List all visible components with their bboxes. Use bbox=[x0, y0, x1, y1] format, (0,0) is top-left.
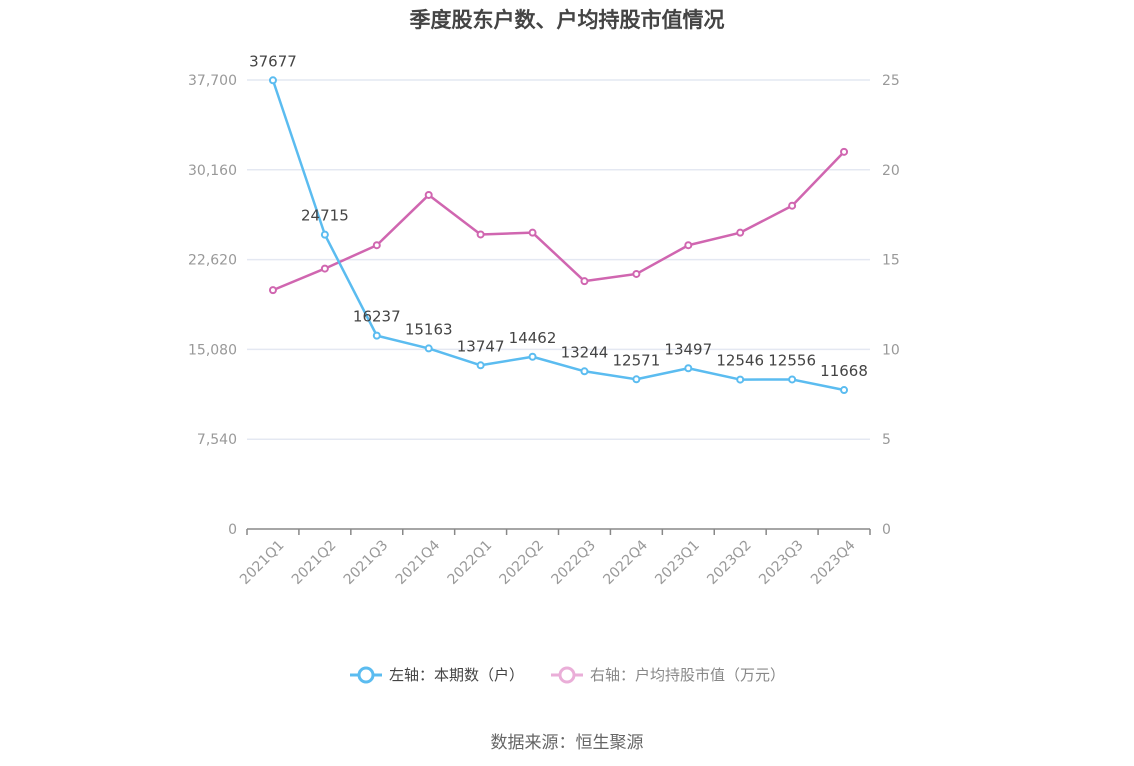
left-series-point bbox=[580, 367, 589, 376]
x-axis-tick-label: 2021Q4 bbox=[393, 537, 444, 588]
right-series-point bbox=[372, 241, 381, 250]
left-series-line bbox=[271, 79, 845, 392]
left-series-point bbox=[476, 361, 485, 370]
left-series-point bbox=[736, 375, 745, 384]
left-series-data-label: 12546 bbox=[716, 352, 764, 370]
right-series-point bbox=[684, 241, 693, 250]
left-series-point bbox=[424, 344, 433, 353]
right-axis-tick-label: 25 bbox=[882, 73, 900, 89]
x-axis-tick-label: 2023Q2 bbox=[704, 537, 755, 588]
right-series-point bbox=[528, 228, 537, 237]
left-series-data-label: 16237 bbox=[353, 308, 401, 326]
right-series-line bbox=[272, 150, 845, 292]
left-series-point bbox=[320, 230, 329, 239]
left-series-point bbox=[840, 386, 849, 395]
left-series-data-label: 13747 bbox=[457, 337, 505, 355]
legend-item-right-series[interactable]: 右轴：户均持股市值（万元） bbox=[550, 664, 785, 685]
left-series-point bbox=[372, 331, 381, 340]
left-series-point bbox=[632, 375, 641, 384]
right-axis-tick-label: 10 bbox=[882, 342, 900, 358]
right-series-point bbox=[476, 230, 485, 239]
left-series-data-label: 12571 bbox=[613, 351, 661, 369]
source-note: 数据来源：恒生聚源 bbox=[490, 733, 644, 753]
x-axis-tick-label: 2023Q1 bbox=[652, 537, 703, 588]
x-axis-tick-label: 2023Q4 bbox=[808, 537, 859, 588]
legend-item-left-series[interactable]: 左轴：本期数（户） bbox=[349, 664, 524, 685]
left-series-data-label: 11668 bbox=[820, 362, 868, 380]
x-axis-tick-label: 2023Q3 bbox=[756, 537, 807, 588]
x-axis-tick-label: 2021Q3 bbox=[341, 537, 392, 588]
left-axis-tick-label: 15,080 bbox=[188, 342, 237, 358]
right-series-point bbox=[736, 228, 745, 237]
left-series-data-label: 13497 bbox=[664, 340, 712, 358]
left-series-point bbox=[528, 352, 537, 361]
right-axis-tick-label: 15 bbox=[882, 253, 900, 269]
right-axis-tick-label: 5 bbox=[882, 432, 891, 448]
legend: 左轴：本期数（户） 右轴：户均持股市值（万元） bbox=[0, 664, 1134, 685]
left-series-data-label: 15163 bbox=[405, 320, 453, 338]
legend-swatch-left-series bbox=[349, 666, 382, 683]
right-series-point bbox=[580, 277, 589, 286]
grid-lines bbox=[247, 79, 870, 440]
x-axis-tick-label: 2021Q1 bbox=[237, 537, 288, 588]
left-series-data-label: 24715 bbox=[301, 207, 349, 225]
left-axis-tick-label: 37,700 bbox=[188, 73, 237, 89]
x-axis-tick-label: 2022Q3 bbox=[548, 537, 599, 588]
left-series-data-label: 12556 bbox=[768, 351, 816, 369]
right-series-point bbox=[840, 147, 849, 156]
right-series-point bbox=[632, 269, 641, 278]
legend-label-left-series: 左轴：本期数（户） bbox=[388, 666, 524, 684]
left-axis-tick-label: 30,160 bbox=[188, 163, 237, 179]
x-axis-tick-label: 2022Q4 bbox=[600, 537, 651, 588]
left-axis-tick-label: 0 bbox=[228, 522, 237, 538]
left-series-data-label: 14462 bbox=[509, 329, 557, 347]
left-axis-tick-label: 22,620 bbox=[188, 253, 237, 269]
chart-title: 季度股东户数、户均持股市值情况 bbox=[409, 8, 725, 32]
right-axis-tick-label: 20 bbox=[882, 163, 900, 179]
left-series-point bbox=[268, 76, 277, 85]
right-series-point bbox=[320, 264, 329, 273]
legend-label-right-series: 右轴：户均持股市值（万元） bbox=[590, 666, 786, 684]
legend-swatch-right-series bbox=[551, 666, 583, 683]
left-series-point bbox=[788, 375, 797, 384]
x-axis-tick-label: 2022Q1 bbox=[445, 537, 496, 588]
x-axis-tick-label: 2021Q2 bbox=[289, 537, 340, 588]
left-axis-tick-label: 7,540 bbox=[197, 432, 237, 448]
left-series-data-label: 37677 bbox=[249, 52, 297, 70]
series-lines bbox=[268, 76, 849, 395]
right-series-point bbox=[424, 190, 433, 199]
right-series-point bbox=[788, 201, 797, 210]
left-series-data-label: 13244 bbox=[561, 343, 609, 361]
right-series-point bbox=[268, 286, 277, 295]
x-axis-tick-label: 2022Q2 bbox=[497, 537, 548, 588]
right-axis-tick-label: 0 bbox=[882, 522, 891, 538]
left-series-point bbox=[684, 364, 693, 373]
